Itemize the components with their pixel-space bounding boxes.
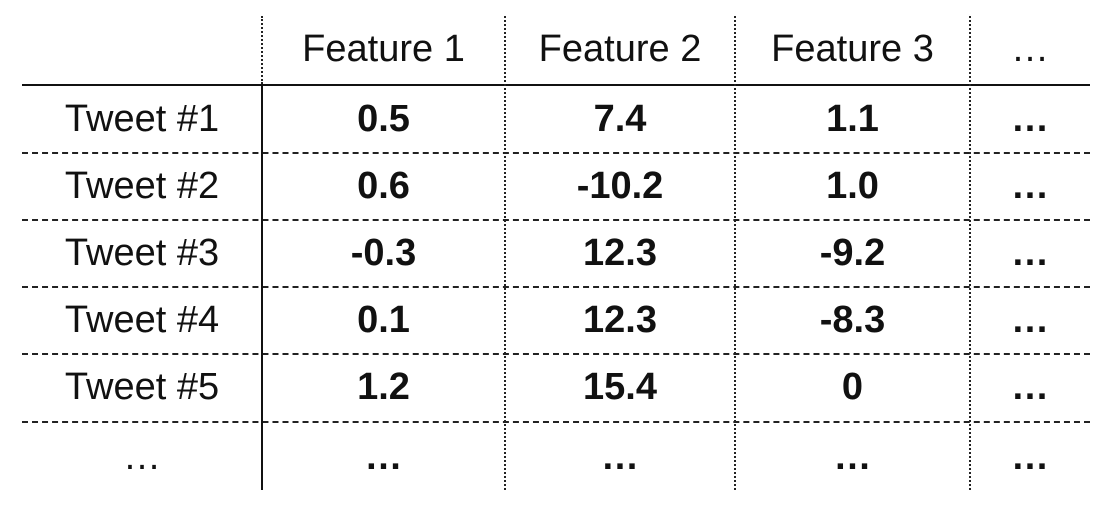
- row-divider: [22, 219, 1090, 221]
- table-cell: …: [1011, 231, 1049, 274]
- table-row: Tweet #1 0.5 7.4 1.1 …: [22, 86, 1090, 152]
- table-cell: …: [1011, 164, 1049, 207]
- column-divider: [261, 16, 263, 84]
- row-divider: [22, 152, 1090, 154]
- header-divider: [22, 84, 1090, 86]
- table-row: Tweet #3 -0.3 12.3 -9.2 …: [22, 220, 1090, 286]
- row-label: …: [123, 435, 161, 478]
- row-divider: [22, 353, 1090, 355]
- column-divider: [734, 16, 736, 490]
- header-ellipsis: …: [1011, 27, 1049, 70]
- table-row: Tweet #2 0.6 -10.2 1.0 …: [22, 153, 1090, 219]
- table-cell: …: [1011, 365, 1049, 408]
- table-row: Tweet #4 0.1 12.3 -8.3 …: [22, 287, 1090, 353]
- table-cell: 0.1: [357, 298, 410, 341]
- row-label: Tweet #2: [64, 164, 220, 207]
- table-cell: 15.4: [583, 365, 657, 408]
- header-corner: [22, 16, 262, 82]
- table-cell: 12.3: [583, 298, 657, 341]
- header-feature-1: Feature 1: [302, 27, 465, 70]
- table-cell: …: [1011, 298, 1049, 341]
- table-cell: …: [1011, 435, 1049, 478]
- row-label: Tweet #1: [64, 97, 220, 140]
- table-cell: -10.2: [576, 164, 664, 207]
- table-cell: …: [1011, 97, 1049, 140]
- column-divider: [504, 16, 506, 490]
- header-feature-2: Feature 2: [538, 27, 702, 70]
- table-cell: 1.2: [357, 365, 410, 408]
- table-cell: -0.3: [350, 231, 417, 274]
- table-cell: …: [364, 435, 403, 478]
- table-row: … … … … …: [22, 424, 1090, 490]
- table-cell: 0.5: [357, 97, 410, 140]
- table-cell: …: [601, 435, 639, 478]
- table-cell: 0.6: [357, 164, 410, 207]
- label-column-divider: [261, 84, 263, 490]
- row-divider: [22, 421, 1090, 423]
- table-cell: 12.3: [583, 231, 657, 274]
- table-cell: -8.3: [819, 298, 886, 341]
- row-label: Tweet #4: [64, 298, 220, 341]
- row-divider: [22, 286, 1090, 288]
- row-label: Tweet #5: [64, 365, 220, 408]
- feature-table: Feature 1 Feature 2 Feature 3 … Tweet #1…: [22, 16, 1090, 490]
- header-feature-3: Feature 3: [771, 27, 934, 70]
- header-row: Feature 1 Feature 2 Feature 3 …: [22, 16, 1090, 82]
- table-cell: 7.4: [593, 97, 647, 140]
- table-cell: 1.1: [826, 97, 879, 140]
- table-cell: -9.2: [819, 231, 886, 274]
- row-label: Tweet #3: [64, 231, 220, 274]
- table-cell: …: [833, 435, 872, 478]
- table-row: Tweet #5 1.2 15.4 0 …: [22, 354, 1090, 420]
- column-divider: [969, 16, 971, 490]
- table-cell: 1.0: [826, 164, 879, 207]
- table-cell: 0: [841, 365, 864, 408]
